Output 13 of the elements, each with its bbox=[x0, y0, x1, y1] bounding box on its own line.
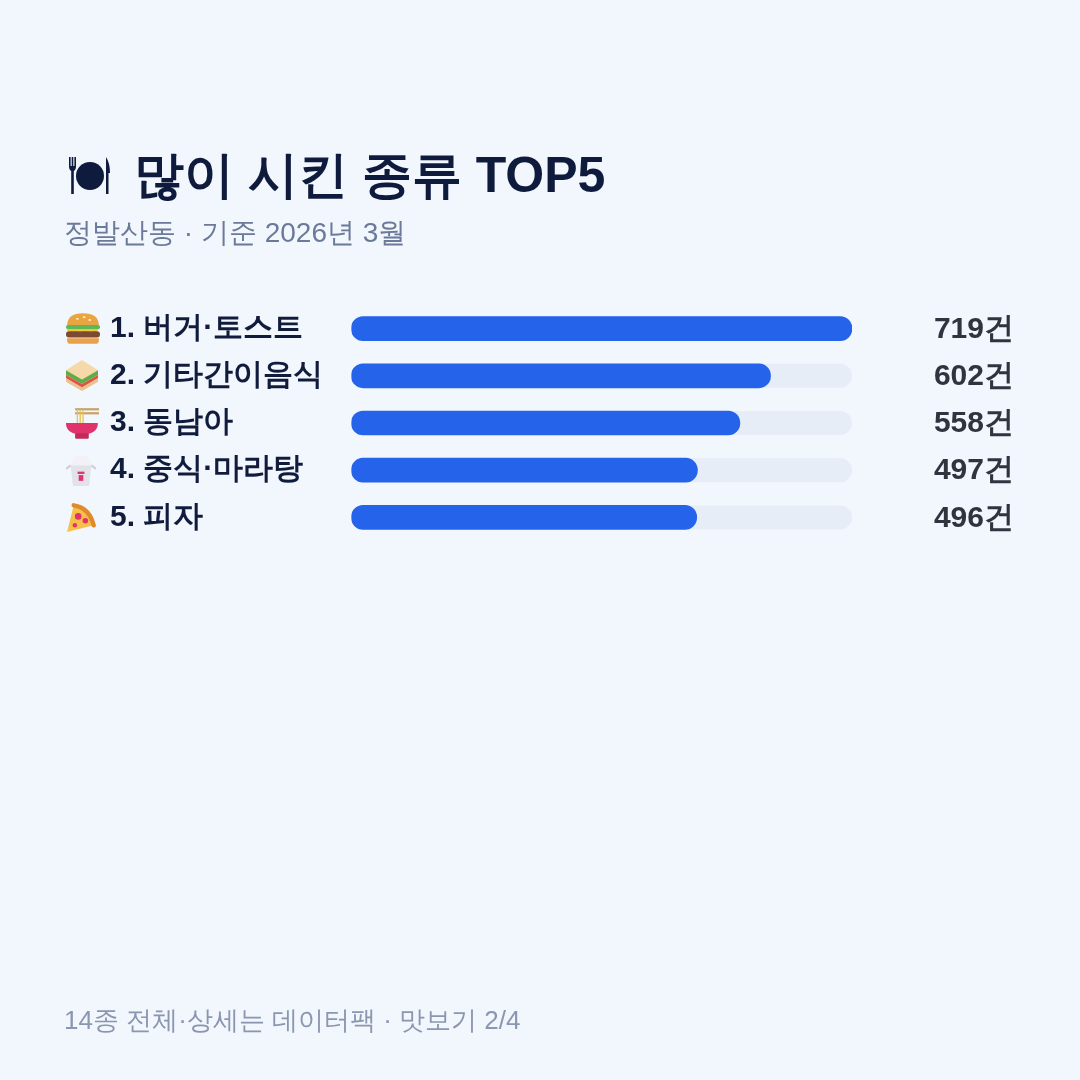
data-label: 496건 bbox=[933, 499, 1014, 533]
data-label: 719건 bbox=[933, 310, 1014, 344]
y-tick-label: 5. 피자 bbox=[110, 498, 204, 532]
y-tick-label: 3. 동남아 bbox=[110, 404, 234, 438]
chart-title: 많이 시킨 종류 TOP5 bbox=[134, 146, 606, 205]
data-label: 497건 bbox=[933, 452, 1014, 486]
y-tick-label: 2. 기타간이음식 bbox=[110, 357, 324, 391]
y-tick-label: 1. 버거·토스트 bbox=[110, 309, 304, 343]
text: 14종 전체·상세는 데이터팩 · 맛보기 2/4 bbox=[64, 1004, 521, 1037]
y-tick-label: 4. 중식·마라탕 bbox=[110, 451, 304, 485]
data-label: 602건 bbox=[933, 358, 1014, 392]
data-label: 558건 bbox=[933, 405, 1014, 439]
chart-subtitle: 정발산동 · 기준 2026년 3월 bbox=[64, 216, 407, 250]
